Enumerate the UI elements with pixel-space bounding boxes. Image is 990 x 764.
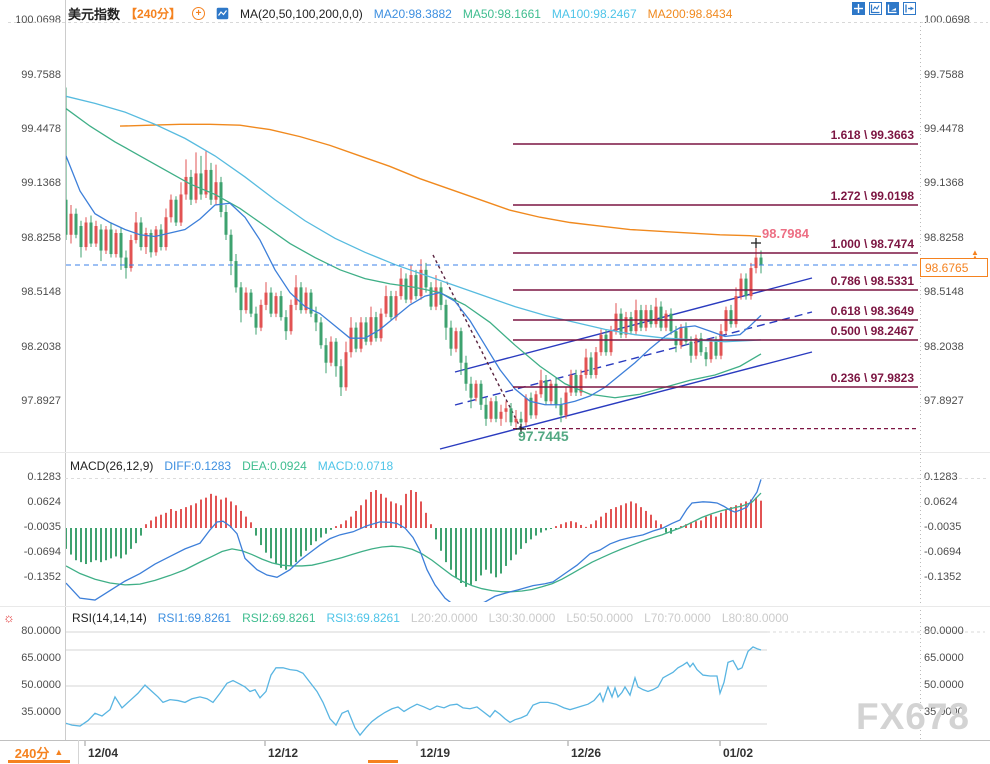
- macd-dea-value: DEA:0.0924: [242, 459, 307, 473]
- rsi-l80-label: L80:80.0000: [721, 611, 789, 625]
- rsi-l30-label: L30:30.0000: [488, 611, 556, 625]
- price-axis-label: 98.5148: [21, 286, 61, 298]
- instrument-title: 美元指数: [68, 7, 121, 22]
- date-tick-label: 12/04: [88, 746, 119, 760]
- price-axis-label: 99.1368: [21, 177, 61, 189]
- date-tick-label: 12/19: [420, 746, 451, 760]
- price-axis-label: 98.2038: [924, 341, 964, 353]
- fib-level-label: 1.000 \ 98.7474: [830, 237, 914, 251]
- rsi-axis-label: 65.0000: [924, 652, 964, 664]
- timeframe-underline: [8, 760, 70, 763]
- rsi1-value: RSI1:69.8261: [157, 611, 232, 625]
- chart-toolbar: [852, 2, 916, 15]
- price-axis-label: 99.7588: [924, 69, 964, 81]
- current-price-badge: 98.6765: [920, 258, 988, 277]
- price-axis-label: 98.5148: [924, 286, 964, 298]
- rsi-axis-label: 80.0000: [21, 625, 61, 637]
- macd-title: MACD(26,12,9): [70, 459, 154, 473]
- timeframe-text: 240分: [14, 745, 50, 761]
- add-indicator-icon[interactable]: +: [192, 7, 206, 20]
- price-axis-label: 97.8927: [924, 395, 964, 407]
- date-tick-label: 12/12: [268, 746, 299, 760]
- swing-low-label: 97.7445: [518, 428, 569, 444]
- ma20-value: MA20:98.3882: [373, 6, 452, 21]
- date-tick-label: 01/02: [723, 746, 754, 760]
- rsi-settings-icon[interactable]: ☼: [3, 610, 15, 625]
- scrollbar-thumb[interactable]: [368, 760, 398, 763]
- rsi-axis-label: 35.0000: [924, 706, 964, 718]
- rsi-axis-label: 50.0000: [924, 679, 964, 691]
- macd-panel-header: MACD(26,12,9) DIFF:0.1283 DEA:0.0924 MAC…: [70, 459, 393, 473]
- macd-axis-label: -0.0035: [23, 521, 61, 533]
- watermark: FX678: [856, 696, 971, 737]
- macd-axis-label: 0.0624: [924, 496, 958, 508]
- macd-axis-label: 0.1283: [27, 471, 61, 483]
- price-axis-label: 99.7588: [21, 69, 61, 81]
- timeframe-label[interactable]: 【240分】: [125, 7, 182, 21]
- macd-axis-label: 0.1283: [924, 471, 958, 483]
- ma-settings-label: MA(20,50,100,200,0,0): [240, 6, 363, 21]
- rsi-axis-label: 80.0000: [924, 625, 964, 637]
- price-axis-label: 97.8927: [21, 395, 61, 407]
- macd-axis-label: -0.1352: [23, 571, 61, 583]
- move-crosshair-icon[interactable]: [852, 2, 865, 15]
- price-axis-label: 98.8258: [924, 232, 964, 244]
- rsi3-value: RSI3:69.8261: [326, 611, 400, 625]
- price-axis-label: 99.4478: [924, 123, 964, 135]
- ma200-value: MA200:98.8434: [647, 6, 733, 21]
- fib-level-label: 1.272 \ 99.0198: [830, 189, 914, 203]
- rsi-axis-label: 50.0000: [21, 679, 61, 691]
- price-chart-header: 美元指数 【240分】 + MA(20,50,100,200,0,0) MA20…: [68, 4, 732, 23]
- timeframe-up-arrow-icon: ▲: [54, 747, 64, 757]
- macd-axis-label: 0.0624: [27, 496, 61, 508]
- panel-layout-icon[interactable]: [886, 2, 899, 15]
- fib-level-label: 0.500 \ 98.2467: [830, 324, 914, 338]
- price-axis-label: 98.2038: [21, 341, 61, 353]
- price-axis-label: 99.1368: [924, 177, 964, 189]
- macd-axis-label: -0.1352: [924, 571, 962, 583]
- ma100-value: MA100:98.2467: [551, 6, 637, 21]
- rsi-axis-label: 35.0000: [21, 706, 61, 718]
- rsi-panel-header: RSI(14,14,14) RSI1:69.8261 RSI2:69.8261 …: [72, 611, 789, 625]
- rsi-title: RSI(14,14,14): [72, 611, 147, 625]
- timeframe-selector[interactable]: 240分 ▲: [0, 740, 79, 764]
- rsi-l50-label: L50:50.0000: [566, 611, 634, 625]
- fib-level-label: 1.618 \ 99.3663: [830, 128, 914, 142]
- macd-value: MACD:0.0718: [317, 459, 394, 473]
- rsi-axis-label: 65.0000: [21, 652, 61, 664]
- fib-level-label: 0.236 \ 97.9823: [830, 371, 914, 385]
- scroll-to-latest-icon[interactable]: ▲▲: [971, 248, 979, 262]
- date-tick-label: 12/26: [571, 746, 602, 760]
- macd-axis-label: -0.0694: [23, 546, 61, 558]
- rsi2-value: RSI2:69.8261: [242, 611, 316, 625]
- macd-axis-label: -0.0035: [924, 521, 962, 533]
- collapse-panel-icon[interactable]: [903, 2, 916, 15]
- fib-level-label: 0.618 \ 98.3649: [830, 304, 914, 318]
- fib-level-label: 0.786 \ 98.5331: [830, 274, 914, 288]
- rsi-l20-label: L20:20.0000: [410, 611, 478, 625]
- macd-diff-value: DIFF:0.1283: [164, 459, 232, 473]
- axis-scale-icon[interactable]: [869, 2, 882, 15]
- chart-type-icon[interactable]: [216, 7, 229, 20]
- swing-high-label: 98.7984: [762, 226, 809, 241]
- price-axis-label: 99.4478: [21, 123, 61, 135]
- macd-axis-label: -0.0694: [924, 546, 962, 558]
- ma50-value: MA50:98.1661: [462, 6, 541, 21]
- rsi-l70-label: L70:70.0000: [644, 611, 711, 625]
- price-axis-label: 98.8258: [21, 232, 61, 244]
